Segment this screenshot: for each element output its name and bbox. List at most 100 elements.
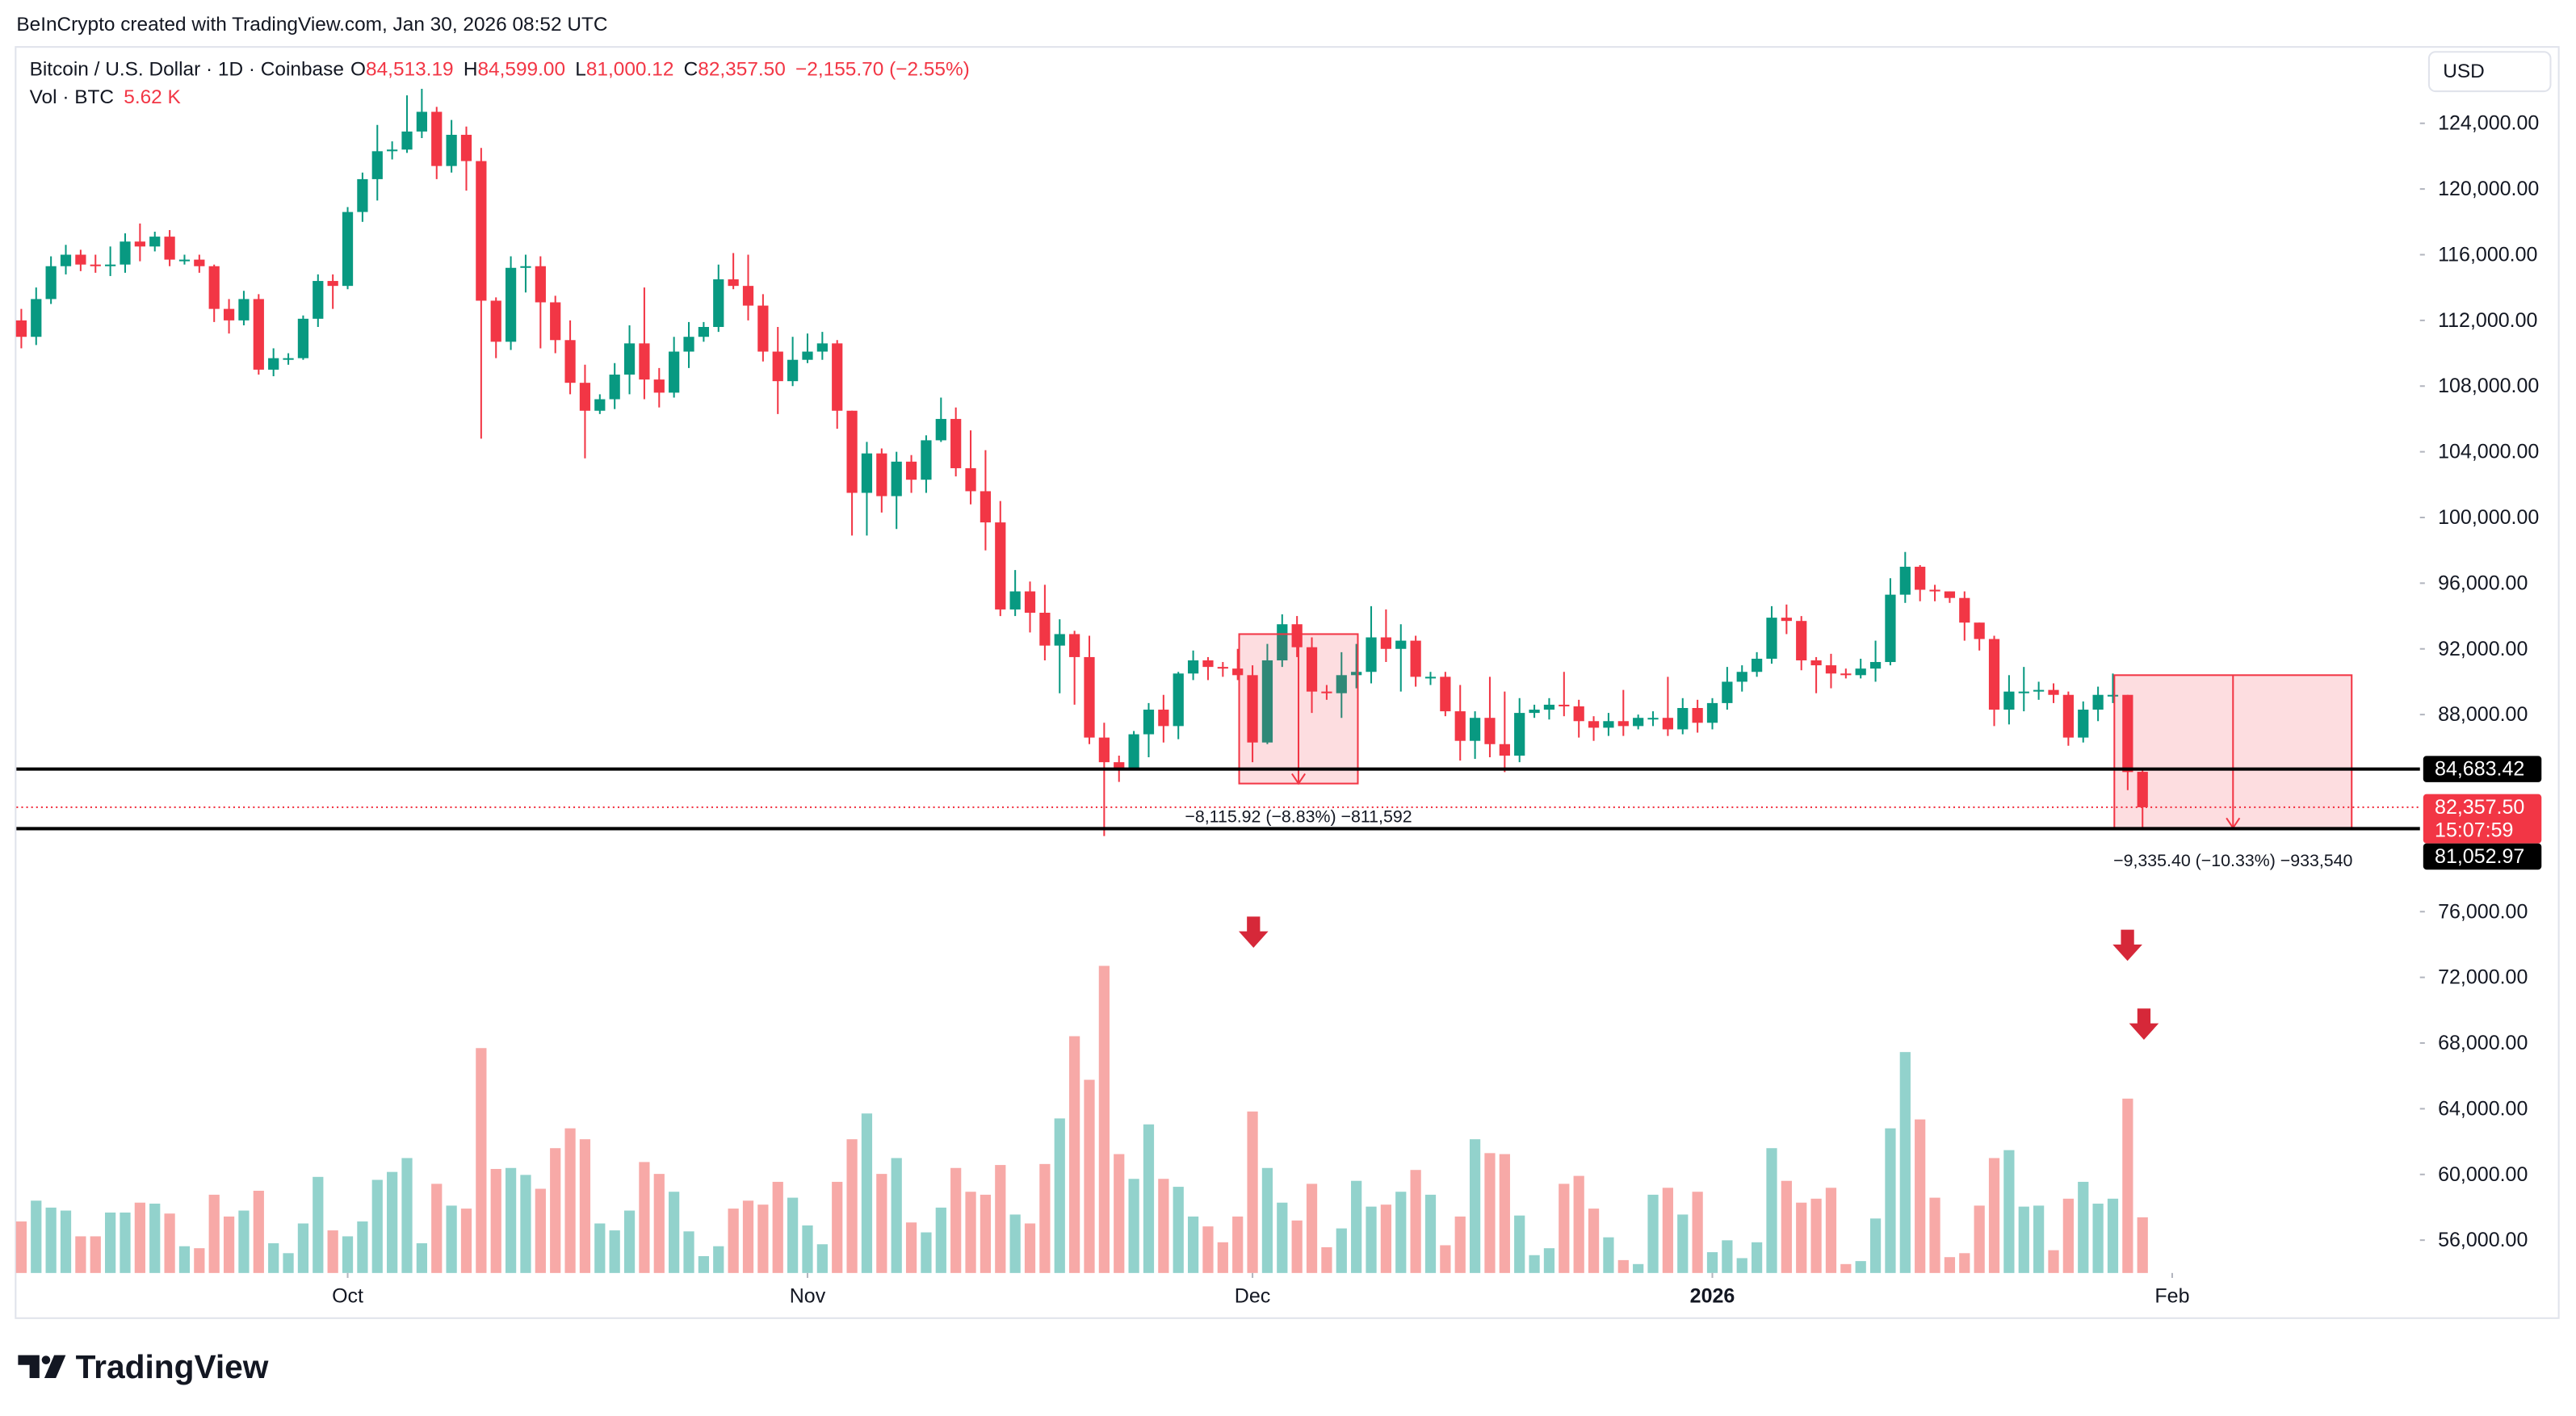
candle-body bbox=[283, 358, 294, 360]
y-tick-label: 120,000.00 bbox=[2438, 178, 2539, 200]
volume-bar bbox=[1380, 1204, 1391, 1273]
candle-body bbox=[1247, 675, 1258, 743]
volume-bar bbox=[268, 1243, 279, 1273]
volume-bar bbox=[1173, 1187, 1184, 1273]
volume-bar bbox=[535, 1188, 546, 1273]
legend-line: Bitcoin / U.S. Dollar · 1D · Coinbase O84… bbox=[30, 58, 970, 80]
candle-body bbox=[1069, 634, 1080, 657]
volume-bar bbox=[1915, 1119, 1926, 1273]
candle-body bbox=[431, 111, 443, 166]
volume-bar bbox=[327, 1230, 338, 1273]
volume-bar bbox=[1187, 1216, 1199, 1273]
volume-bar bbox=[431, 1183, 443, 1273]
volume-bar bbox=[1885, 1128, 1896, 1273]
candle-body bbox=[1009, 591, 1021, 610]
candle-body bbox=[371, 151, 383, 179]
volume-bar bbox=[1247, 1111, 1258, 1273]
volume-bar bbox=[416, 1243, 427, 1273]
candle-body bbox=[1573, 706, 1584, 722]
volume-bar bbox=[1351, 1180, 1362, 1273]
down-arrow bbox=[2129, 1008, 2159, 1040]
volume-bar bbox=[1588, 1209, 1600, 1273]
candle-body bbox=[2018, 691, 2029, 693]
volume-bar bbox=[1261, 1167, 1273, 1273]
candle-body bbox=[802, 351, 813, 360]
overlays: −8,115.92 (−8.83%) −811,592 −9,335.40 (−1… bbox=[16, 633, 2420, 870]
x-tick-label: 2026 bbox=[1690, 1284, 1735, 1307]
candle-body bbox=[1143, 710, 1155, 735]
volume-bar bbox=[120, 1212, 131, 1273]
volume-bar bbox=[1855, 1261, 1866, 1273]
candle-body bbox=[1261, 660, 1273, 743]
logo-part bbox=[44, 1355, 66, 1379]
legend-value: 81,000.12 bbox=[586, 58, 674, 80]
candle-body bbox=[1114, 762, 1125, 769]
candle-body bbox=[1499, 744, 1510, 756]
volume-bar bbox=[194, 1248, 205, 1273]
volume-bar bbox=[1543, 1248, 1555, 1273]
candle-body bbox=[713, 279, 724, 328]
legend-value: 84,513.19 bbox=[366, 58, 454, 80]
y-tick-label: 112,000.00 bbox=[2438, 309, 2537, 332]
currency-button[interactable] bbox=[2427, 51, 2552, 93]
candle-body bbox=[342, 212, 354, 287]
volume-bar bbox=[1499, 1154, 1510, 1273]
candle-body bbox=[120, 241, 131, 265]
candle-body bbox=[253, 299, 264, 370]
candle-body bbox=[1736, 672, 1747, 682]
down-arrow bbox=[1238, 916, 1269, 949]
candle-body bbox=[1395, 640, 1407, 649]
candle-body bbox=[905, 461, 917, 480]
candle-body bbox=[891, 461, 902, 496]
candle-body bbox=[327, 281, 338, 287]
candle-body bbox=[1617, 721, 1629, 727]
volume-bar bbox=[1825, 1188, 1837, 1273]
volume-bar bbox=[90, 1236, 101, 1273]
candle-body bbox=[1559, 704, 1570, 706]
volume-bar bbox=[297, 1223, 309, 1273]
y-tick-label: 116,000.00 bbox=[2438, 243, 2537, 266]
volume-bar bbox=[1514, 1215, 1525, 1273]
candle-body bbox=[1380, 637, 1391, 649]
candle-body bbox=[1366, 637, 1377, 672]
candle-body bbox=[1722, 681, 1733, 703]
volume-bar bbox=[683, 1231, 694, 1273]
level-label-box bbox=[2423, 756, 2542, 782]
volume-bar bbox=[1677, 1214, 1689, 1273]
candle-body bbox=[1351, 672, 1362, 676]
volume-bar bbox=[238, 1210, 250, 1273]
candle-body bbox=[1187, 660, 1199, 674]
candle-body bbox=[683, 337, 694, 352]
volume-bar bbox=[149, 1203, 161, 1273]
candle-body bbox=[1128, 734, 1139, 769]
candle-body bbox=[669, 351, 680, 393]
measure-arrowhead bbox=[1291, 773, 1306, 786]
volume-bar bbox=[950, 1167, 962, 1273]
volume-bar bbox=[1440, 1245, 1451, 1273]
volume-bar bbox=[208, 1194, 220, 1273]
candle-body bbox=[1706, 702, 1718, 723]
candle-body bbox=[787, 359, 799, 382]
candle-body bbox=[1454, 711, 1466, 741]
footer-brand: TradingView bbox=[76, 1348, 269, 1385]
candle-body bbox=[1306, 647, 1318, 692]
volume-bar bbox=[1736, 1258, 1747, 1273]
candle-body bbox=[1988, 639, 2000, 710]
candle-body bbox=[223, 308, 235, 320]
candle-body bbox=[505, 267, 517, 342]
volume-bar bbox=[1098, 966, 1110, 1273]
volume-bar bbox=[1529, 1255, 1540, 1273]
candle-body bbox=[1781, 618, 1792, 622]
candle-body bbox=[653, 379, 665, 393]
volume-bar bbox=[787, 1197, 799, 1273]
y-tick-label: 68,000.00 bbox=[2438, 1032, 2528, 1054]
y-tick-label: 60,000.00 bbox=[2438, 1163, 2528, 1186]
candle-body bbox=[2078, 710, 2089, 738]
volume-bar bbox=[1395, 1192, 1407, 1273]
volume-bar bbox=[60, 1210, 72, 1273]
last-price-box bbox=[2423, 794, 2542, 844]
candle-body bbox=[1929, 589, 1940, 592]
candle-body bbox=[1469, 718, 1481, 741]
volume-bar bbox=[995, 1165, 1006, 1273]
